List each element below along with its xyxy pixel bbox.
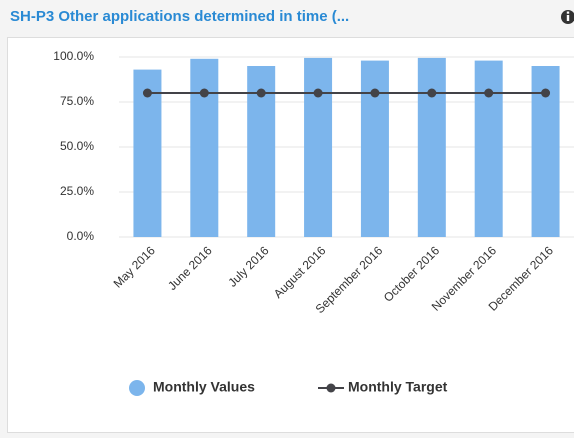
legend-marker (129, 380, 145, 396)
bar (360, 60, 389, 237)
info-icon-glyph (566, 15, 570, 21)
target-marker (142, 88, 152, 98)
bar (417, 57, 446, 238)
bar (190, 58, 219, 237)
target-marker (484, 88, 494, 98)
target-marker (370, 88, 380, 98)
bar (474, 60, 503, 237)
y-tick-label: 0.0% (67, 229, 95, 243)
info-icon-glyph-dot (566, 11, 570, 14)
legend-marker (326, 383, 336, 393)
target-marker (541, 88, 551, 98)
target-marker (199, 88, 209, 98)
target-marker (427, 88, 437, 98)
chart-title: SH-P3 Other applications determined in t… (10, 8, 349, 25)
legend-label: Monthly Target (348, 379, 448, 395)
y-tick-label: 50.0% (60, 139, 94, 153)
bar (304, 57, 333, 238)
legend-label: Monthly Values (153, 379, 255, 395)
y-tick-label: 100.0% (53, 49, 94, 63)
target-marker (256, 88, 266, 98)
y-tick-label: 25.0% (60, 184, 94, 198)
y-tick-label: 75.0% (60, 94, 94, 108)
target-marker (313, 88, 323, 98)
